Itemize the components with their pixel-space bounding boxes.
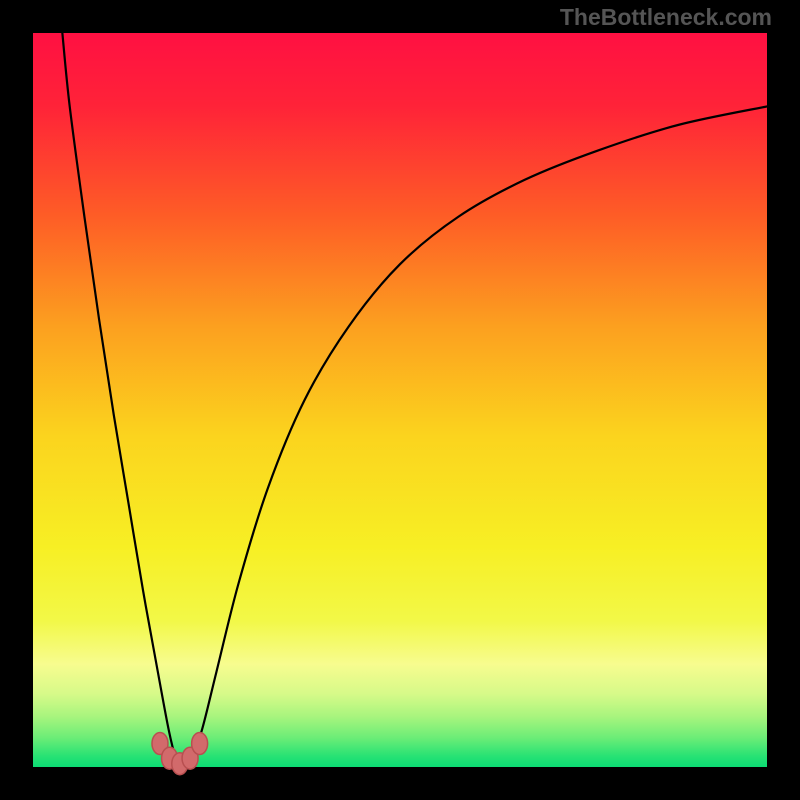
watermark-text: TheBottleneck.com bbox=[560, 4, 772, 31]
bottleneck-curve bbox=[62, 33, 767, 765]
valley-marker bbox=[192, 733, 208, 755]
chart-overlay-svg bbox=[0, 0, 800, 800]
chart-stage: TheBottleneck.com bbox=[0, 0, 800, 800]
